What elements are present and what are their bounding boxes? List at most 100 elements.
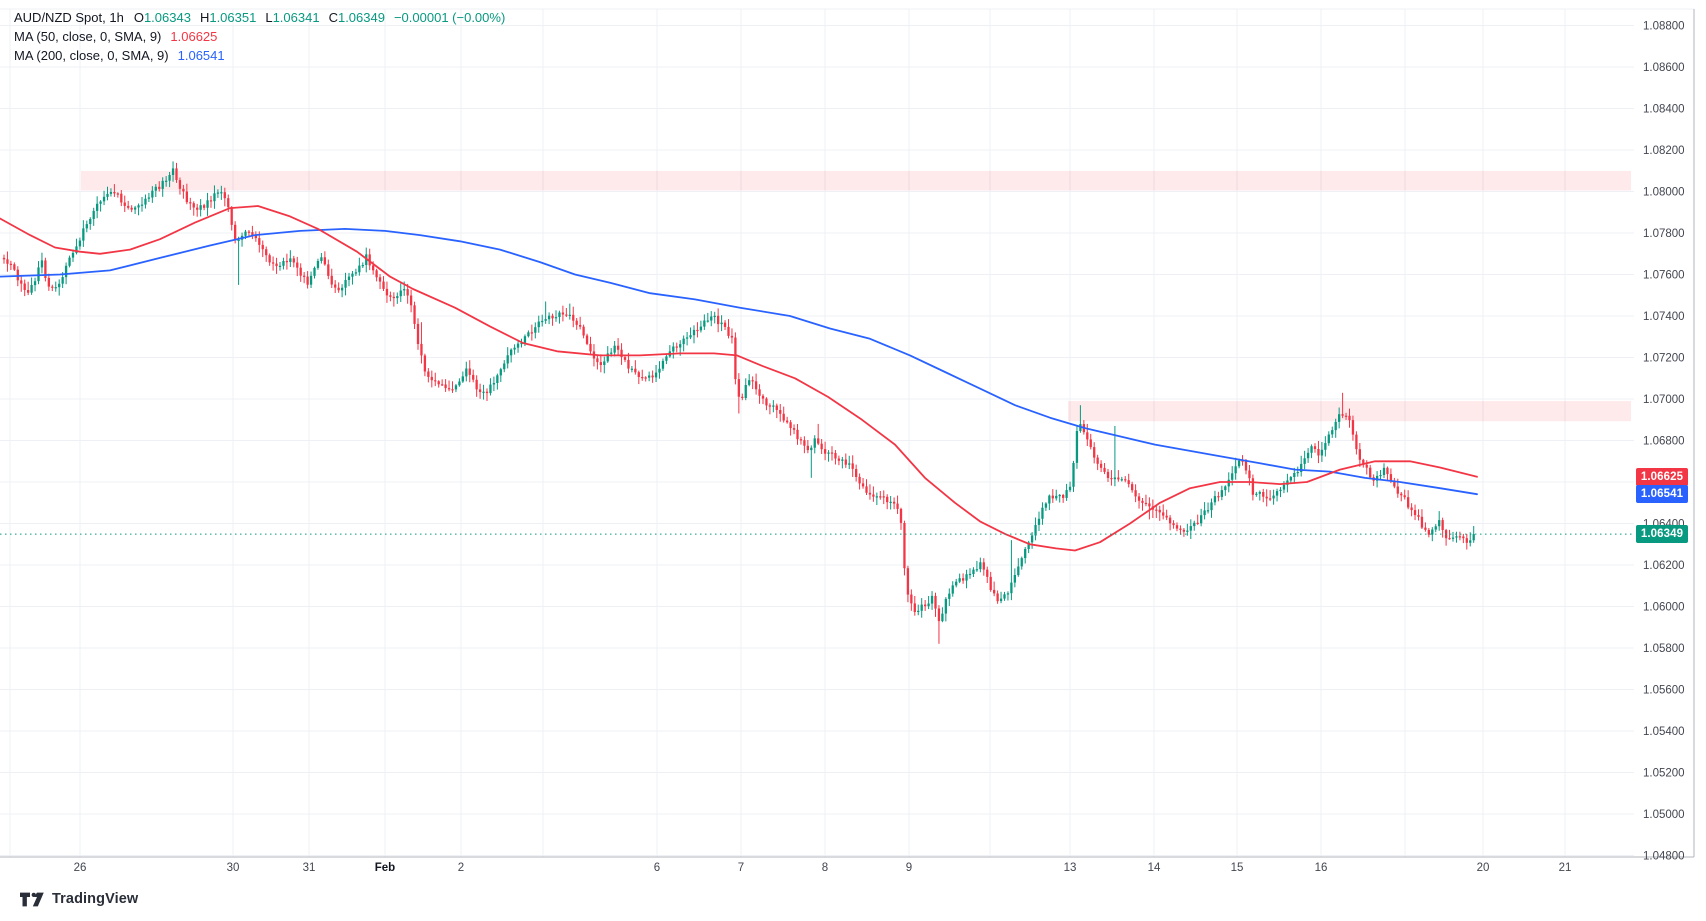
candle-body — [965, 574, 968, 581]
candle-body — [16, 269, 19, 281]
candle-body — [306, 276, 309, 285]
candle-body — [886, 496, 889, 503]
candle-body — [1182, 529, 1186, 532]
candle-body — [299, 267, 302, 276]
legend-ma200-row[interactable]: MA (200, close, 0, SMA, 9) 1.06541 — [14, 46, 505, 65]
price-tick-label: 1.04800 — [1643, 851, 1685, 863]
candle-body — [1224, 486, 1227, 491]
candle-body — [30, 285, 33, 293]
candle-body — [986, 569, 989, 577]
tradingview-logo[interactable]: TradingView — [20, 891, 138, 907]
candle-body — [1158, 509, 1161, 513]
candle-body — [1338, 414, 1341, 422]
candle-body — [1351, 420, 1355, 435]
candle-body — [672, 346, 675, 352]
candle-wick — [134, 205, 136, 214]
candle-body — [723, 322, 727, 327]
candle-wick — [196, 203, 198, 217]
legend-symbol-row[interactable]: AUD/NZD Spot, 1h O1.06343 H1.06351 L1.06… — [14, 8, 505, 27]
candle-wick — [148, 192, 150, 202]
candle-wick — [27, 281, 29, 296]
candle-body — [627, 359, 630, 369]
candle-body — [1324, 443, 1327, 450]
candle-body — [803, 440, 806, 446]
candle-body — [1375, 475, 1379, 481]
ohlc-close: C1.06349 — [328, 10, 385, 25]
candle-body — [1365, 464, 1368, 468]
candle-wick — [1117, 470, 1119, 482]
candle-body — [754, 381, 758, 390]
candle-body — [216, 192, 220, 194]
candle-body — [637, 372, 640, 377]
candle-body — [955, 581, 958, 586]
candle-body — [937, 608, 941, 622]
candle-body — [603, 361, 606, 365]
candle-body — [782, 413, 785, 421]
candle-body — [434, 380, 437, 382]
legend-ma50-row[interactable]: MA (50, close, 0, SMA, 9) 1.06625 — [14, 27, 505, 46]
candle-wick — [396, 292, 398, 304]
candle-wick — [541, 314, 543, 327]
candle-wick — [158, 181, 160, 192]
candle-wick — [786, 416, 788, 424]
candle-body — [896, 503, 899, 509]
candle-body — [734, 337, 737, 380]
candle-body — [444, 384, 447, 389]
candle-body — [6, 259, 9, 264]
candle-body — [427, 371, 430, 377]
price-tick-label: 1.05000 — [1643, 809, 1685, 821]
candle-body — [102, 196, 106, 202]
candle-body — [1165, 515, 1168, 518]
candle-body — [78, 240, 82, 247]
candle-body — [1441, 520, 1444, 530]
candle-body — [1203, 510, 1206, 516]
time-scale-drag-area[interactable] — [0, 857, 1694, 881]
candle-body — [351, 273, 354, 277]
candle-body — [572, 314, 575, 321]
candle-body — [147, 197, 151, 199]
candle-body — [268, 255, 271, 263]
candle-body — [1255, 493, 1258, 495]
candle-body — [489, 384, 492, 394]
candle-body — [765, 398, 768, 406]
candle-body — [616, 345, 620, 350]
candle-wick — [1114, 426, 1116, 487]
candle-body — [230, 207, 233, 225]
candle-body — [40, 260, 44, 268]
candle-wick — [1159, 505, 1161, 521]
candle-wick — [393, 292, 395, 307]
time-axis[interactable]: 26 30 31 Feb 2 6 7 8 9 13 14 15 16 20 21 — [0, 857, 1694, 881]
candle-body — [375, 270, 378, 278]
candle-body — [1407, 497, 1410, 508]
candle-body — [1134, 490, 1137, 497]
candle-body — [1093, 447, 1096, 458]
candle-body — [786, 420, 789, 423]
candle-body — [844, 459, 847, 465]
candle-wick — [1059, 494, 1061, 503]
candle-body — [1400, 493, 1403, 496]
candle-body — [1244, 460, 1248, 471]
candle-wick — [1459, 531, 1461, 541]
price-scale[interactable]: 1.08800 1.08600 1.08400 1.08200 1.08000 1.078… — [1634, 0, 1694, 863]
price-tick-label: 1.06800 — [1643, 436, 1685, 448]
candle-body — [1231, 473, 1234, 480]
candle-body — [1334, 421, 1337, 431]
candle-body — [247, 231, 251, 233]
candle-body — [579, 325, 582, 327]
candle-body — [358, 265, 361, 273]
candle-body — [396, 296, 399, 299]
candle-body — [1269, 498, 1272, 500]
candle-wick — [441, 379, 443, 386]
candle-body — [858, 476, 861, 484]
candle-body — [547, 315, 551, 320]
candle-body — [1213, 496, 1217, 503]
candle-body — [1389, 474, 1393, 482]
candle-wick — [510, 348, 512, 363]
price-tick-label: 1.08200 — [1643, 145, 1685, 157]
time-tick-label: 26 — [74, 862, 87, 874]
candle-body — [337, 287, 340, 291]
candle-wick — [969, 568, 971, 579]
candle-body — [292, 258, 295, 263]
candle-body — [1358, 449, 1361, 460]
